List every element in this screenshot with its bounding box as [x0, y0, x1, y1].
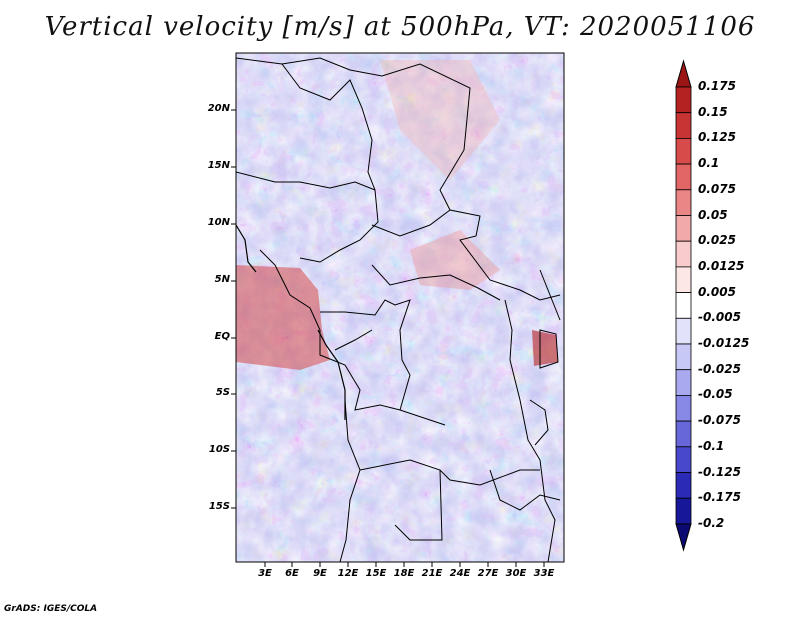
colorbar-level-label: 0.1	[698, 156, 720, 171]
latitude-label: 5S	[215, 387, 230, 398]
colorbar	[675, 59, 692, 552]
longitude-label: 3E	[258, 568, 272, 579]
colorbar-level-label: 0.15	[698, 104, 728, 119]
colorbar-level-label: -0.1	[698, 438, 725, 453]
colorbar-top-arrow	[675, 59, 692, 88]
latitude-label: 15N	[207, 160, 230, 171]
longitude-label: 24E	[449, 568, 471, 579]
colorbar-level-label: -0.0125	[698, 336, 750, 350]
colorbar-level-label: -0.175	[698, 490, 741, 505]
colorbar-swatch	[675, 446, 692, 473]
colorbar-swatch	[675, 394, 692, 422]
latitude-label: 15S	[208, 501, 230, 512]
longitude-label: 27E	[477, 568, 499, 579]
colorbar-level-label: -0.025	[698, 361, 741, 376]
country-borders	[236, 57, 561, 562]
coastline	[236, 224, 346, 420]
colorbar-swatch	[675, 369, 692, 396]
colorbar-swatch	[675, 497, 692, 525]
longitude-label: 18E	[393, 568, 415, 579]
longitude-label: 30E	[505, 568, 527, 579]
longitude-label: 12E	[337, 568, 359, 579]
colorbar-swatch	[675, 189, 692, 216]
longitude-ticks	[264, 562, 545, 567]
latitude-label: 5N	[214, 274, 230, 285]
ascent-region-east	[532, 330, 558, 366]
colorbar-level-label: 0.05	[698, 207, 728, 222]
colorbar-bottom-arrow	[675, 523, 692, 552]
colorbar-level-label: -0.005	[698, 310, 741, 325]
colorbar-swatch	[675, 292, 692, 319]
plot-frame	[235, 52, 565, 563]
colorbar-level-label: 0.125	[698, 130, 736, 145]
colorbar-level-label: 0.175	[698, 79, 736, 93]
colorbar-swatch	[675, 215, 692, 242]
longitude-label: 15E	[365, 568, 387, 579]
colorbar-swatch	[675, 472, 692, 499]
latitude-label: 10S	[208, 444, 230, 455]
colorbar-swatch	[675, 266, 692, 293]
longitude-label: 33E	[533, 568, 555, 579]
longitude-label: 6E	[285, 568, 299, 579]
colorbar-level-label: -0.075	[698, 413, 741, 428]
strong-ascent-region-west	[236, 265, 330, 370]
colorbar-level-label: -0.2	[698, 515, 725, 530]
colorbar-level-label: 0.075	[698, 181, 736, 196]
latitude-label: 20N	[207, 103, 230, 114]
colorbar-level-label: 0.005	[698, 284, 736, 299]
colorbar-swatch	[675, 317, 692, 345]
colorbar-swatch	[675, 163, 692, 191]
latitude-ticks	[231, 109, 236, 509]
colorbar-level-label: 0.0125	[698, 258, 745, 273]
colorbar-swatch	[675, 343, 692, 371]
colorbar-swatch	[675, 112, 692, 139]
longitude-label: 21E	[421, 568, 443, 579]
grads-credit: GrADS: IGES/COLA	[4, 604, 98, 614]
ascent-band-central	[410, 230, 500, 290]
colorbar-swatch	[675, 86, 692, 114]
latitude-label: EQ	[214, 331, 230, 342]
colorbar-level-label: 0.025	[698, 233, 736, 248]
colorbar-level-label: -0.125	[698, 464, 741, 479]
latitude-label: 10N	[207, 217, 230, 228]
colorbar-swatch	[675, 240, 692, 268]
colorbar-swatch	[675, 137, 692, 165]
longitude-label: 9E	[313, 568, 327, 579]
colorbar-swatch	[675, 420, 692, 448]
colorbar-level-label: -0.05	[698, 387, 733, 402]
chart-title: Vertical velocity [m/s] at 500hPa, VT: 2…	[44, 12, 756, 42]
